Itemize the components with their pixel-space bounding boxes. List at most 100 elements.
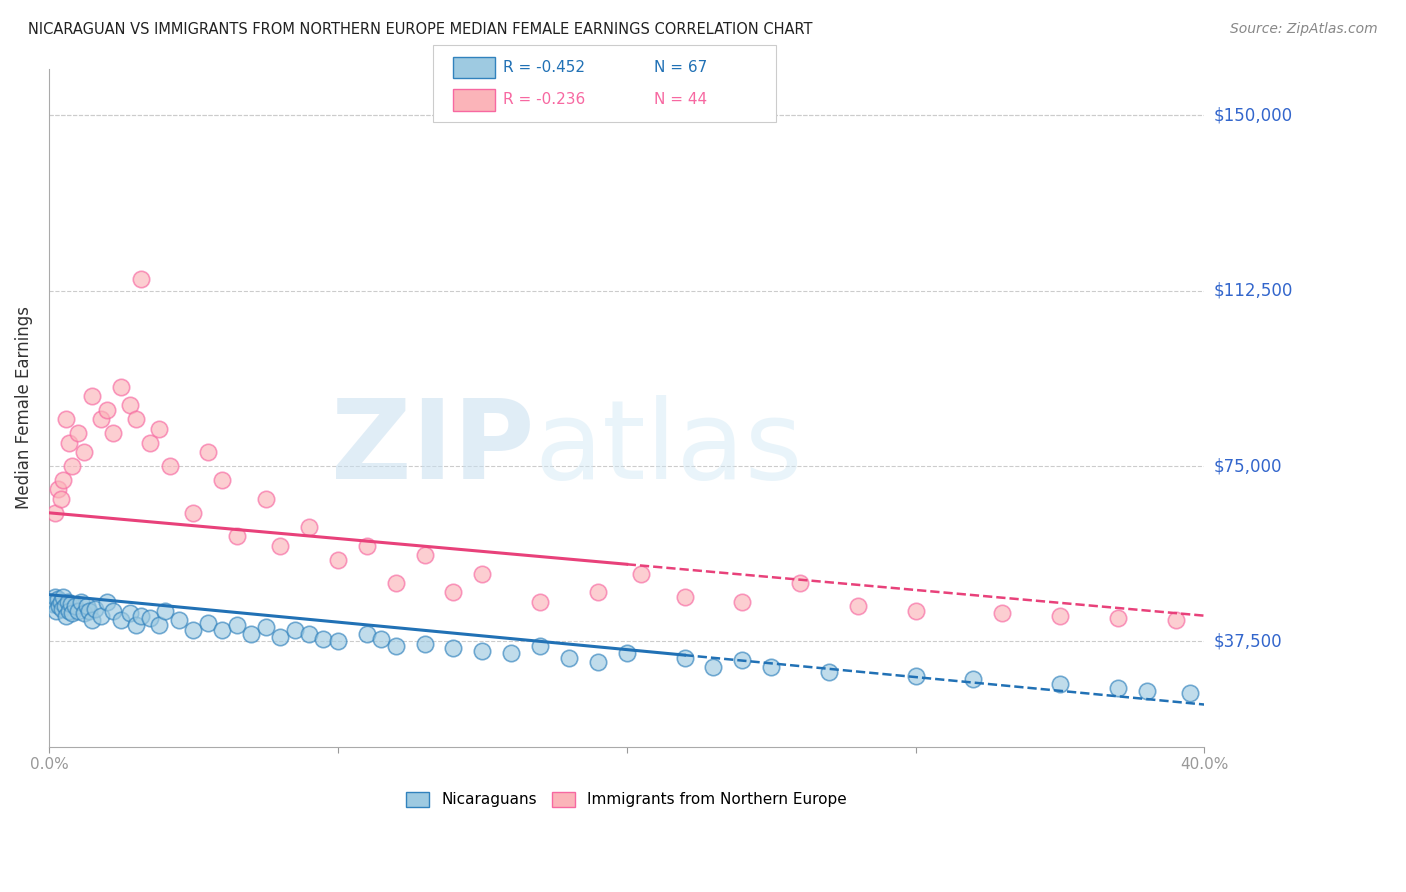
Point <box>79 604 101 618</box>
Point <box>789 576 811 591</box>
Point <box>131 608 153 623</box>
Point <box>731 595 754 609</box>
Point <box>197 615 219 630</box>
Point <box>298 520 321 534</box>
Point <box>586 585 609 599</box>
Point <box>759 660 782 674</box>
Point <box>82 389 104 403</box>
Point <box>298 627 321 641</box>
Point <box>225 529 247 543</box>
Point <box>586 656 609 670</box>
Point <box>254 491 277 506</box>
Point <box>148 618 170 632</box>
Point <box>139 435 162 450</box>
Point <box>370 632 392 646</box>
Text: $37,500: $37,500 <box>1213 632 1282 650</box>
Point <box>72 607 94 621</box>
Point <box>49 595 72 609</box>
Point <box>413 637 436 651</box>
Point <box>52 473 75 487</box>
Point <box>48 599 70 614</box>
Point <box>356 539 378 553</box>
Text: R = -0.452: R = -0.452 <box>503 61 585 75</box>
Point <box>558 650 581 665</box>
Point <box>82 613 104 627</box>
Point <box>356 627 378 641</box>
Y-axis label: Median Female Earnings: Median Female Earnings <box>15 306 32 509</box>
Point <box>1049 608 1071 623</box>
Point <box>44 590 66 604</box>
Point <box>1136 683 1159 698</box>
Point <box>60 458 83 473</box>
Point <box>211 623 233 637</box>
Point <box>673 590 696 604</box>
Point <box>59 597 82 611</box>
Point <box>167 613 190 627</box>
Point <box>69 595 91 609</box>
Point <box>58 604 80 618</box>
Point <box>55 412 77 426</box>
Point <box>326 552 349 566</box>
Point <box>52 590 75 604</box>
Point <box>90 412 112 426</box>
Point <box>312 632 335 646</box>
Point <box>630 566 652 581</box>
Point <box>153 604 176 618</box>
Point <box>96 403 118 417</box>
Point <box>51 601 73 615</box>
Point <box>471 644 494 658</box>
Point <box>41 595 63 609</box>
Point <box>124 618 146 632</box>
Point <box>269 630 291 644</box>
Text: NICARAGUAN VS IMMIGRANTS FROM NORTHERN EUROPE MEDIAN FEMALE EARNINGS CORRELATION: NICARAGUAN VS IMMIGRANTS FROM NORTHERN E… <box>28 22 813 37</box>
Text: $150,000: $150,000 <box>1213 106 1294 124</box>
Point <box>1164 613 1187 627</box>
Point <box>1107 611 1129 625</box>
Point <box>441 585 464 599</box>
Point <box>384 576 406 591</box>
Point <box>63 599 86 614</box>
Point <box>962 672 984 686</box>
Text: ZIP: ZIP <box>330 395 534 502</box>
Text: Source: ZipAtlas.com: Source: ZipAtlas.com <box>1230 22 1378 37</box>
Point <box>159 458 181 473</box>
Point <box>471 566 494 581</box>
Point <box>183 623 205 637</box>
Point <box>384 639 406 653</box>
Point <box>413 548 436 562</box>
Point <box>183 506 205 520</box>
Point <box>124 412 146 426</box>
Point <box>45 604 67 618</box>
Point <box>60 607 83 621</box>
Text: N = 67: N = 67 <box>654 61 707 75</box>
Point <box>118 398 141 412</box>
Point <box>225 618 247 632</box>
Point <box>90 608 112 623</box>
Point <box>131 272 153 286</box>
Point <box>501 646 523 660</box>
Text: N = 44: N = 44 <box>654 93 707 107</box>
Point <box>211 473 233 487</box>
Point <box>326 634 349 648</box>
Point <box>44 506 66 520</box>
Point <box>101 426 124 441</box>
Point <box>731 653 754 667</box>
Point <box>904 669 927 683</box>
Point <box>148 422 170 436</box>
Point <box>46 592 69 607</box>
Point <box>818 665 841 679</box>
Point <box>66 604 89 618</box>
Point <box>529 639 551 653</box>
Point <box>110 613 132 627</box>
Point <box>197 445 219 459</box>
Point <box>1107 681 1129 696</box>
Text: $75,000: $75,000 <box>1213 457 1282 475</box>
Point <box>616 646 638 660</box>
Point <box>846 599 869 614</box>
Point <box>66 426 89 441</box>
Legend: Nicaraguans, Immigrants from Northern Europe: Nicaraguans, Immigrants from Northern Eu… <box>401 785 853 814</box>
Point <box>72 445 94 459</box>
Text: atlas: atlas <box>534 395 803 502</box>
Text: R = -0.236: R = -0.236 <box>503 93 585 107</box>
Point <box>58 435 80 450</box>
